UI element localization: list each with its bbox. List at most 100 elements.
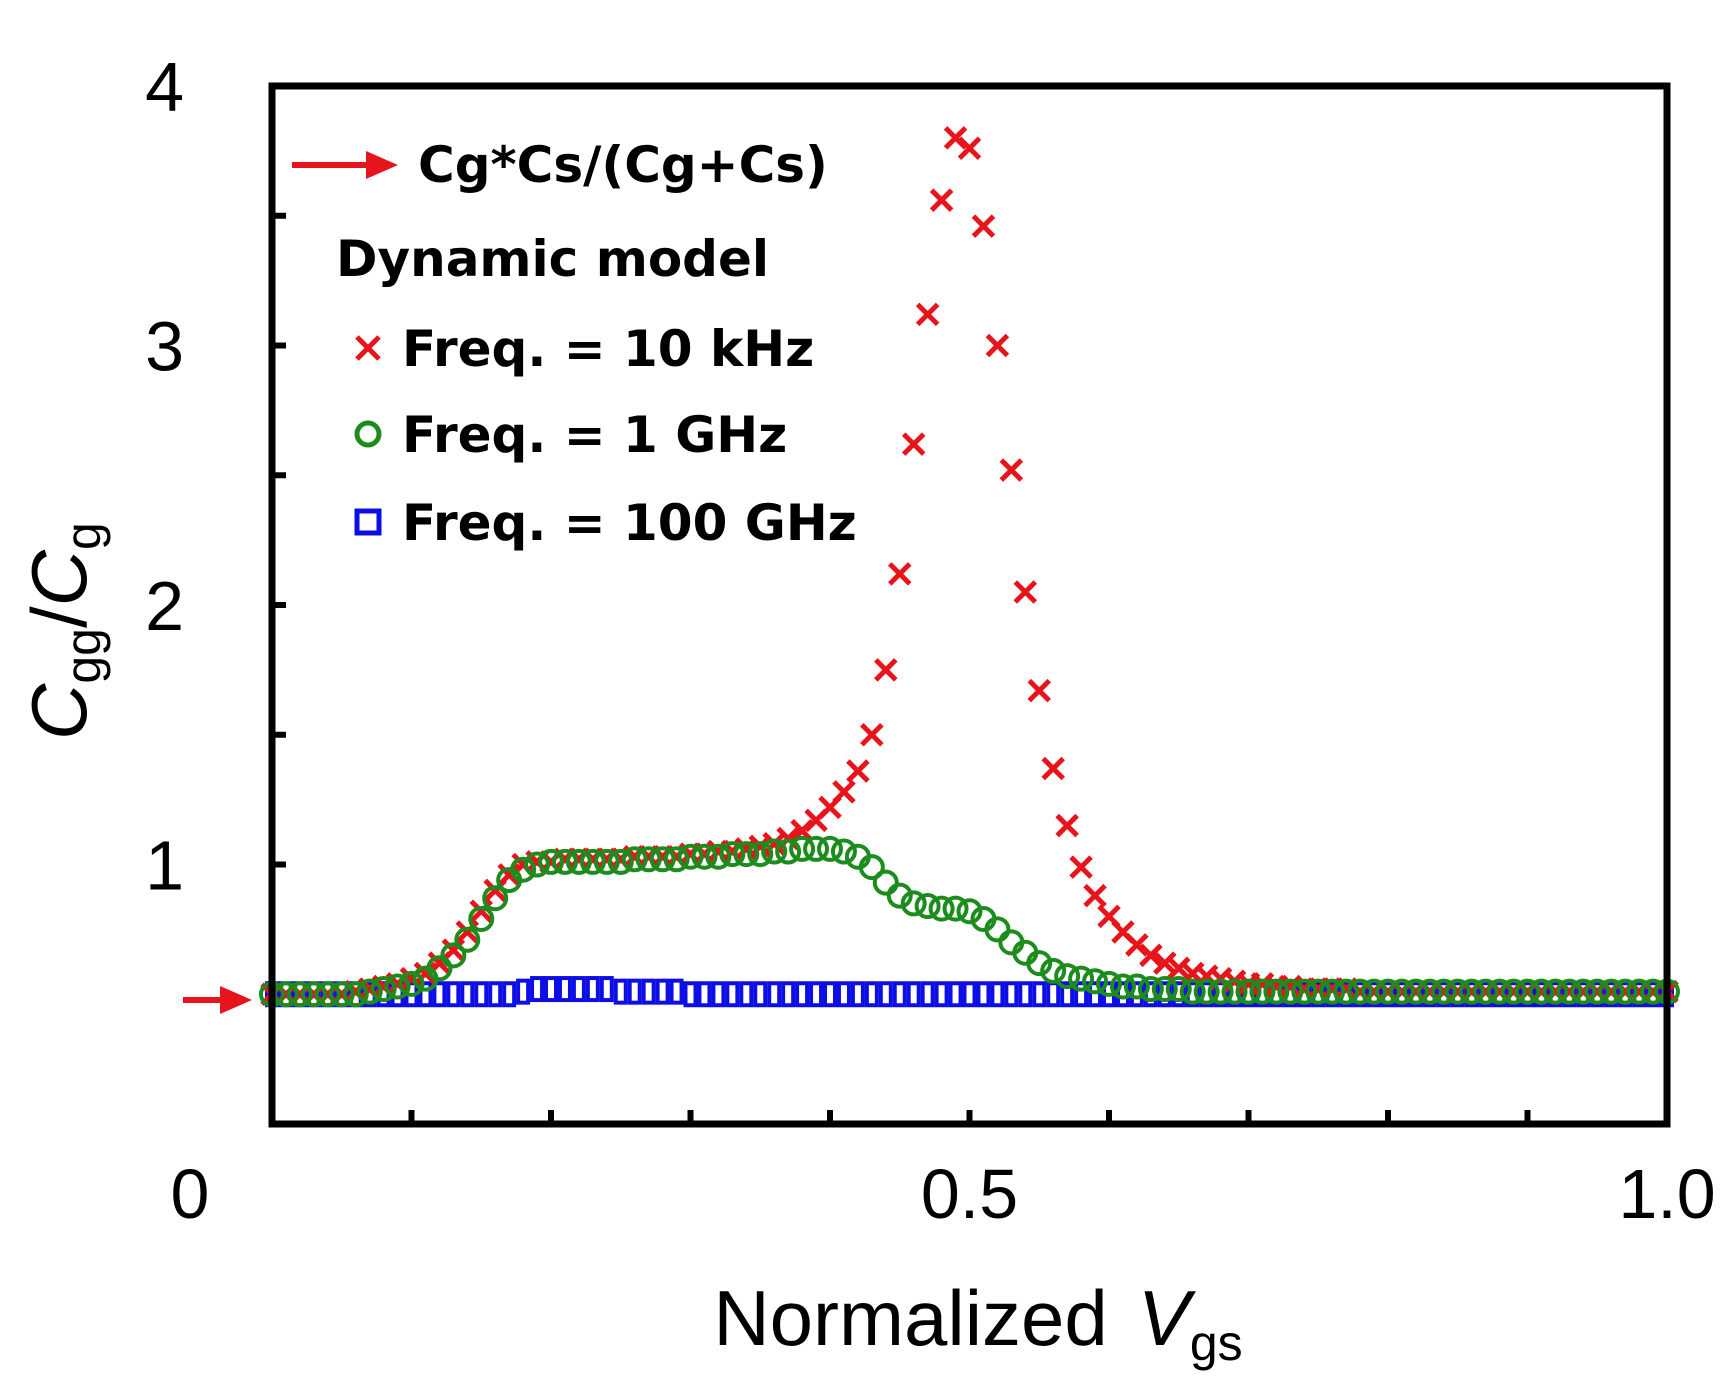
data-point-circle <box>1026 950 1053 977</box>
data-point-circle <box>1221 978 1248 1005</box>
y-tick-label: 1 <box>145 827 184 905</box>
legend-marker-10khz <box>355 335 381 361</box>
data-point-square <box>850 981 865 1008</box>
data-point-square <box>781 981 796 1008</box>
data-point-circle <box>858 854 885 881</box>
data-point-circle <box>1500 978 1527 1005</box>
data-point-circle <box>1249 978 1276 1005</box>
data-point-square <box>697 981 712 1008</box>
data-point-square <box>669 978 684 1005</box>
data-point-circle <box>803 835 830 862</box>
data-series <box>259 126 1680 1008</box>
data-point-circle <box>886 882 913 909</box>
data-point-circle <box>593 848 620 875</box>
data-point-circle <box>426 955 453 982</box>
data-point-circle <box>928 895 955 922</box>
data-point-square <box>962 981 977 1008</box>
data-point-circle <box>984 916 1011 943</box>
data-point-circle <box>1388 978 1415 1005</box>
data-point-x <box>943 126 968 150</box>
data-point-circle <box>691 843 718 870</box>
x-label-sub: gs <box>1190 1315 1243 1371</box>
data-point-circle <box>789 835 816 862</box>
x-label-main: Normalized <box>713 1274 1107 1362</box>
data-point-circle <box>1416 978 1443 1005</box>
y-label-num-sub: gg <box>55 628 111 684</box>
legend-title: Dynamic model <box>336 230 769 288</box>
data-point-circle <box>607 848 634 875</box>
data-point-x <box>1125 933 1149 957</box>
data-point-circle <box>1263 978 1290 1005</box>
data-point-circle <box>1109 973 1136 1000</box>
data-point-circle <box>370 976 397 1003</box>
y-tick-label: 4 <box>145 48 184 126</box>
data-point-square <box>864 981 879 1008</box>
data-point-x <box>915 302 940 327</box>
x-axis-label: Normalized Vgs <box>713 1274 1242 1371</box>
data-point-circle <box>482 885 509 912</box>
data-point-square <box>544 976 558 1003</box>
data-point-x <box>832 780 856 804</box>
data-point-circle <box>1528 978 1555 1005</box>
x-tick-label: 0 <box>171 1155 210 1233</box>
data-point-x <box>985 333 1010 358</box>
data-point-square <box>1088 981 1103 1008</box>
data-point-circle <box>384 973 411 1000</box>
data-point-x <box>790 818 814 843</box>
data-point-circle <box>524 851 551 878</box>
data-point-square <box>418 981 433 1008</box>
data-point-square <box>432 981 447 1008</box>
x-tick-label: 1.0 <box>1618 1155 1715 1233</box>
data-point-x <box>971 214 996 238</box>
data-point-square <box>571 976 586 1003</box>
series-square <box>265 976 1674 1008</box>
data-point-circle <box>398 970 425 997</box>
data-point-circle <box>1137 976 1164 1003</box>
legend-label-100ghz: Freq. = 100 GHz <box>402 494 857 552</box>
data-point-circle <box>663 846 690 873</box>
data-point-circle <box>314 981 341 1008</box>
plot-frame <box>268 82 1671 1128</box>
data-point-x <box>1055 813 1079 838</box>
data-point-square <box>1004 981 1019 1008</box>
data-point-square <box>892 981 907 1008</box>
data-point-x <box>887 562 912 586</box>
data-point-x <box>1153 951 1177 975</box>
data-point-circle <box>1626 978 1653 1005</box>
data-point-square <box>1060 981 1075 1008</box>
data-point-circle <box>1486 978 1513 1005</box>
data-point-circle <box>1040 957 1067 984</box>
data-point-circle <box>719 841 746 868</box>
data-point-circle <box>1556 978 1583 1005</box>
data-point-circle <box>1179 978 1206 1005</box>
data-point-circle <box>942 895 969 922</box>
data-point-x <box>860 722 884 747</box>
data-point-square <box>809 981 824 1008</box>
data-point-x <box>929 188 954 212</box>
data-point-circle <box>1444 978 1471 1005</box>
data-point-x <box>846 759 870 783</box>
data-point-circle <box>1054 963 1081 990</box>
data-point-circle <box>914 893 941 920</box>
data-point-circle <box>286 981 313 1008</box>
data-point-circle <box>342 981 369 1008</box>
data-point-square <box>557 976 572 1003</box>
data-point-circle <box>565 848 592 875</box>
data-point-circle <box>579 848 606 875</box>
reference-arrow-legend-head <box>366 151 398 179</box>
x-tick-label: 0.5 <box>921 1155 1018 1233</box>
reference-label: Cg*Cs/(Cg+Cs) <box>418 136 828 194</box>
data-point-circle <box>454 926 481 953</box>
data-point-square <box>460 981 475 1008</box>
data-point-circle <box>817 835 843 862</box>
data-point-square <box>613 978 628 1005</box>
data-point-square <box>990 981 1005 1008</box>
data-point-square <box>641 978 656 1005</box>
data-point-square <box>920 981 935 1008</box>
data-point-x <box>874 658 898 682</box>
data-point-circle <box>621 846 648 873</box>
data-point-circle <box>356 978 383 1005</box>
y-label-den-sub: g <box>55 522 111 550</box>
data-point-circle <box>1570 978 1597 1005</box>
